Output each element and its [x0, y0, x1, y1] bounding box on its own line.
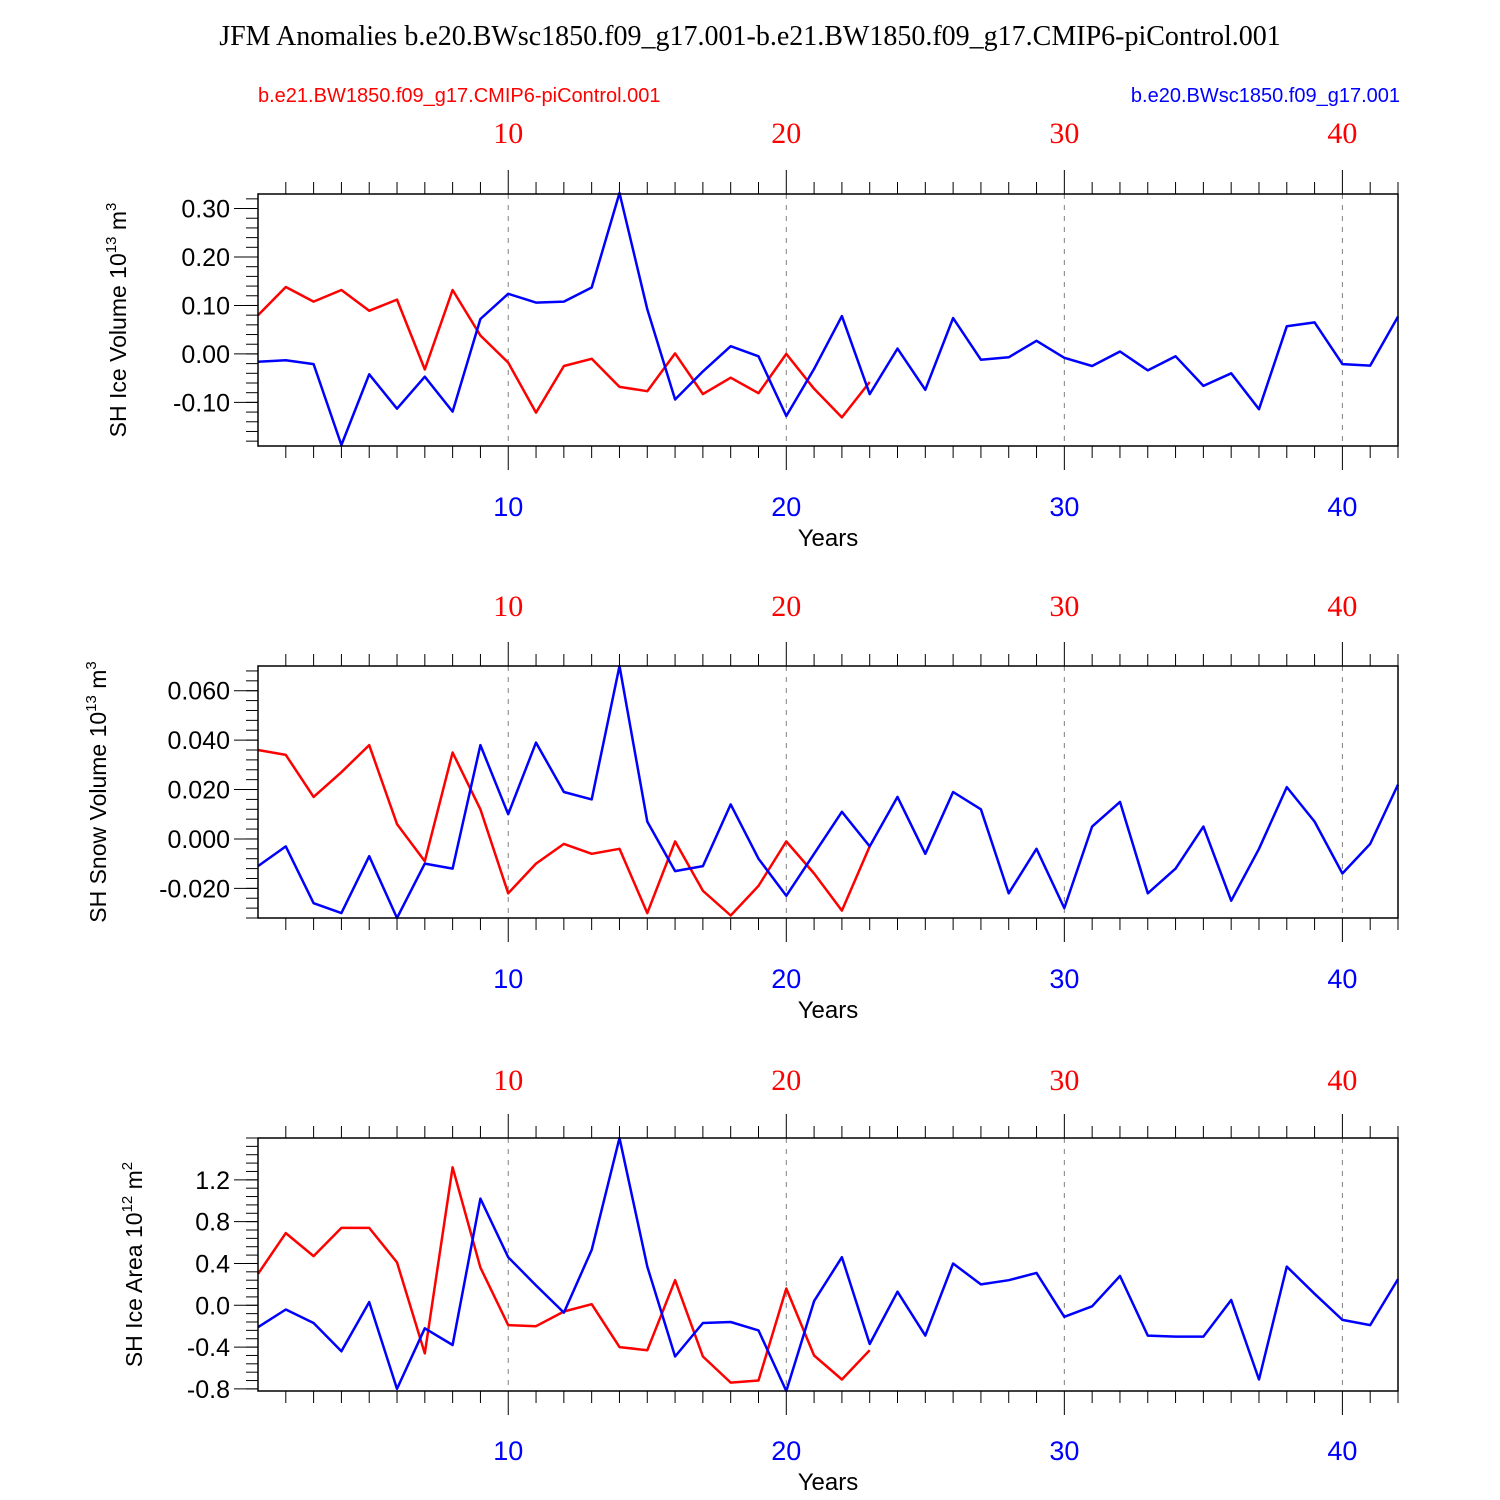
x-bottom-tick-label: 10 — [493, 964, 523, 994]
x-bottom-tick-label: 10 — [493, 492, 523, 522]
plot-frame — [257, 1137, 1399, 1392]
x-top-tick-label: 40 — [1327, 117, 1357, 150]
y-label-superscript: 2 — [119, 1162, 136, 1170]
y-tick-label: -0.8 — [187, 1376, 230, 1404]
x-bottom-tick-label: 20 — [771, 492, 801, 522]
x-top-tick-label: 10 — [493, 590, 523, 623]
x-bottom-tick-label: 30 — [1049, 964, 1079, 994]
x-bottom-tick-label: 30 — [1049, 492, 1079, 522]
x-bottom-tick-label: 40 — [1327, 1436, 1357, 1466]
x-top-tick-label: 40 — [1327, 590, 1357, 623]
series-line-red — [257, 743, 871, 917]
x-axis-label: Years — [798, 1469, 859, 1496]
x-axis-label: Years — [798, 525, 859, 552]
y-label-superscript: 13 — [103, 237, 120, 254]
x-bottom-tick-label: 20 — [771, 964, 801, 994]
legend-blue-label: b.e20.BWsc1850.f09_g17.001 — [1131, 85, 1400, 107]
panel-snow-volume: 0.060 0.040 0.020 0.000 -0.020 10 20 30 40 10 20 30… — [83, 590, 1400, 1024]
plot-frame — [257, 193, 1399, 447]
y-axis-label: SH Ice Area 1012 m2 — [119, 1162, 147, 1367]
y-tick-label: -0.4 — [187, 1334, 230, 1362]
x-top-tick-label: 30 — [1049, 1064, 1079, 1097]
figure-title: JFM Anomalies b.e20.BWsc1850.f09_g17.001… — [219, 21, 1281, 52]
series-line-red — [256, 1166, 871, 1384]
y-tick-label: 0.20 — [181, 244, 230, 272]
y-tick-label: 0.10 — [181, 292, 230, 320]
y-tick-label: 0.8 — [195, 1209, 230, 1237]
y-label-text: m — [105, 211, 131, 237]
x-top-tick-label: 40 — [1327, 1064, 1357, 1097]
legend-red-label: b.e21.BW1850.f09_g17.CMIP6-piControl.001 — [258, 85, 660, 107]
y-label-text: SH Ice Volume 10 — [105, 253, 131, 437]
y-tick-label: 0.040 — [167, 727, 230, 755]
y-tick-label: -0.020 — [159, 875, 230, 903]
x-bottom-tick-label: 30 — [1049, 1436, 1079, 1466]
y-label-superscript: 12 — [119, 1196, 136, 1213]
x-top-tick-label: 30 — [1049, 117, 1079, 150]
series-line-blue — [257, 1136, 1400, 1393]
y-tick-label: 1.2 — [195, 1167, 230, 1195]
y-label-text: SH Ice Area 10 — [121, 1212, 147, 1367]
y-axis-label: SH Ice Volume 1013 m3 — [103, 203, 131, 438]
series-line-blue — [257, 664, 1400, 920]
y-label-text: m — [121, 1170, 147, 1196]
y-tick-label: 0.0 — [195, 1292, 230, 1320]
panel-ice-area: 1.2 0.8 0.4 0.0 -0.4 -0.8 10 20 30 40 10 20 30 40 Year… — [119, 1064, 1400, 1496]
series-line-blue — [257, 191, 1400, 447]
y-tick-label: 0.00 — [181, 341, 230, 369]
y-tick-label: 0.30 — [181, 196, 230, 224]
y-tick-label: -0.10 — [173, 389, 230, 417]
x-axis-label: Years — [798, 997, 859, 1024]
x-bottom-tick-label: 10 — [493, 1436, 523, 1466]
x-bottom-tick-label: 40 — [1327, 492, 1357, 522]
y-label-superscript: 13 — [83, 695, 100, 712]
y-axis-label: SH Snow Volume 1013 m3 — [83, 661, 111, 923]
series-line-red — [257, 285, 871, 419]
x-top-tick-label: 10 — [493, 117, 523, 150]
x-top-tick-label: 10 — [493, 1064, 523, 1097]
x-top-tick-label: 20 — [771, 1064, 801, 1097]
x-top-tick-label: 20 — [771, 590, 801, 623]
x-bottom-tick-label: 40 — [1327, 964, 1357, 994]
y-label-text: SH Snow Volume 10 — [85, 712, 111, 923]
y-tick-label: 0.060 — [167, 678, 230, 706]
y-tick-label: 0.000 — [167, 826, 230, 854]
y-tick-label: 0.020 — [167, 777, 230, 805]
x-top-tick-label: 30 — [1049, 590, 1079, 623]
x-bottom-tick-label: 20 — [771, 1436, 801, 1466]
plot-frame — [257, 665, 1399, 919]
y-label-superscript: 3 — [83, 661, 100, 669]
y-label-text: m — [85, 670, 111, 696]
x-top-tick-label: 20 — [771, 117, 801, 150]
panel-ice-volume: 0.30 0.20 0.10 0.00 -0.10 10 20 30 40 10 20 30 40 Yea… — [103, 117, 1400, 552]
y-label-superscript: 3 — [103, 203, 120, 211]
y-tick-label: 0.4 — [195, 1250, 230, 1278]
